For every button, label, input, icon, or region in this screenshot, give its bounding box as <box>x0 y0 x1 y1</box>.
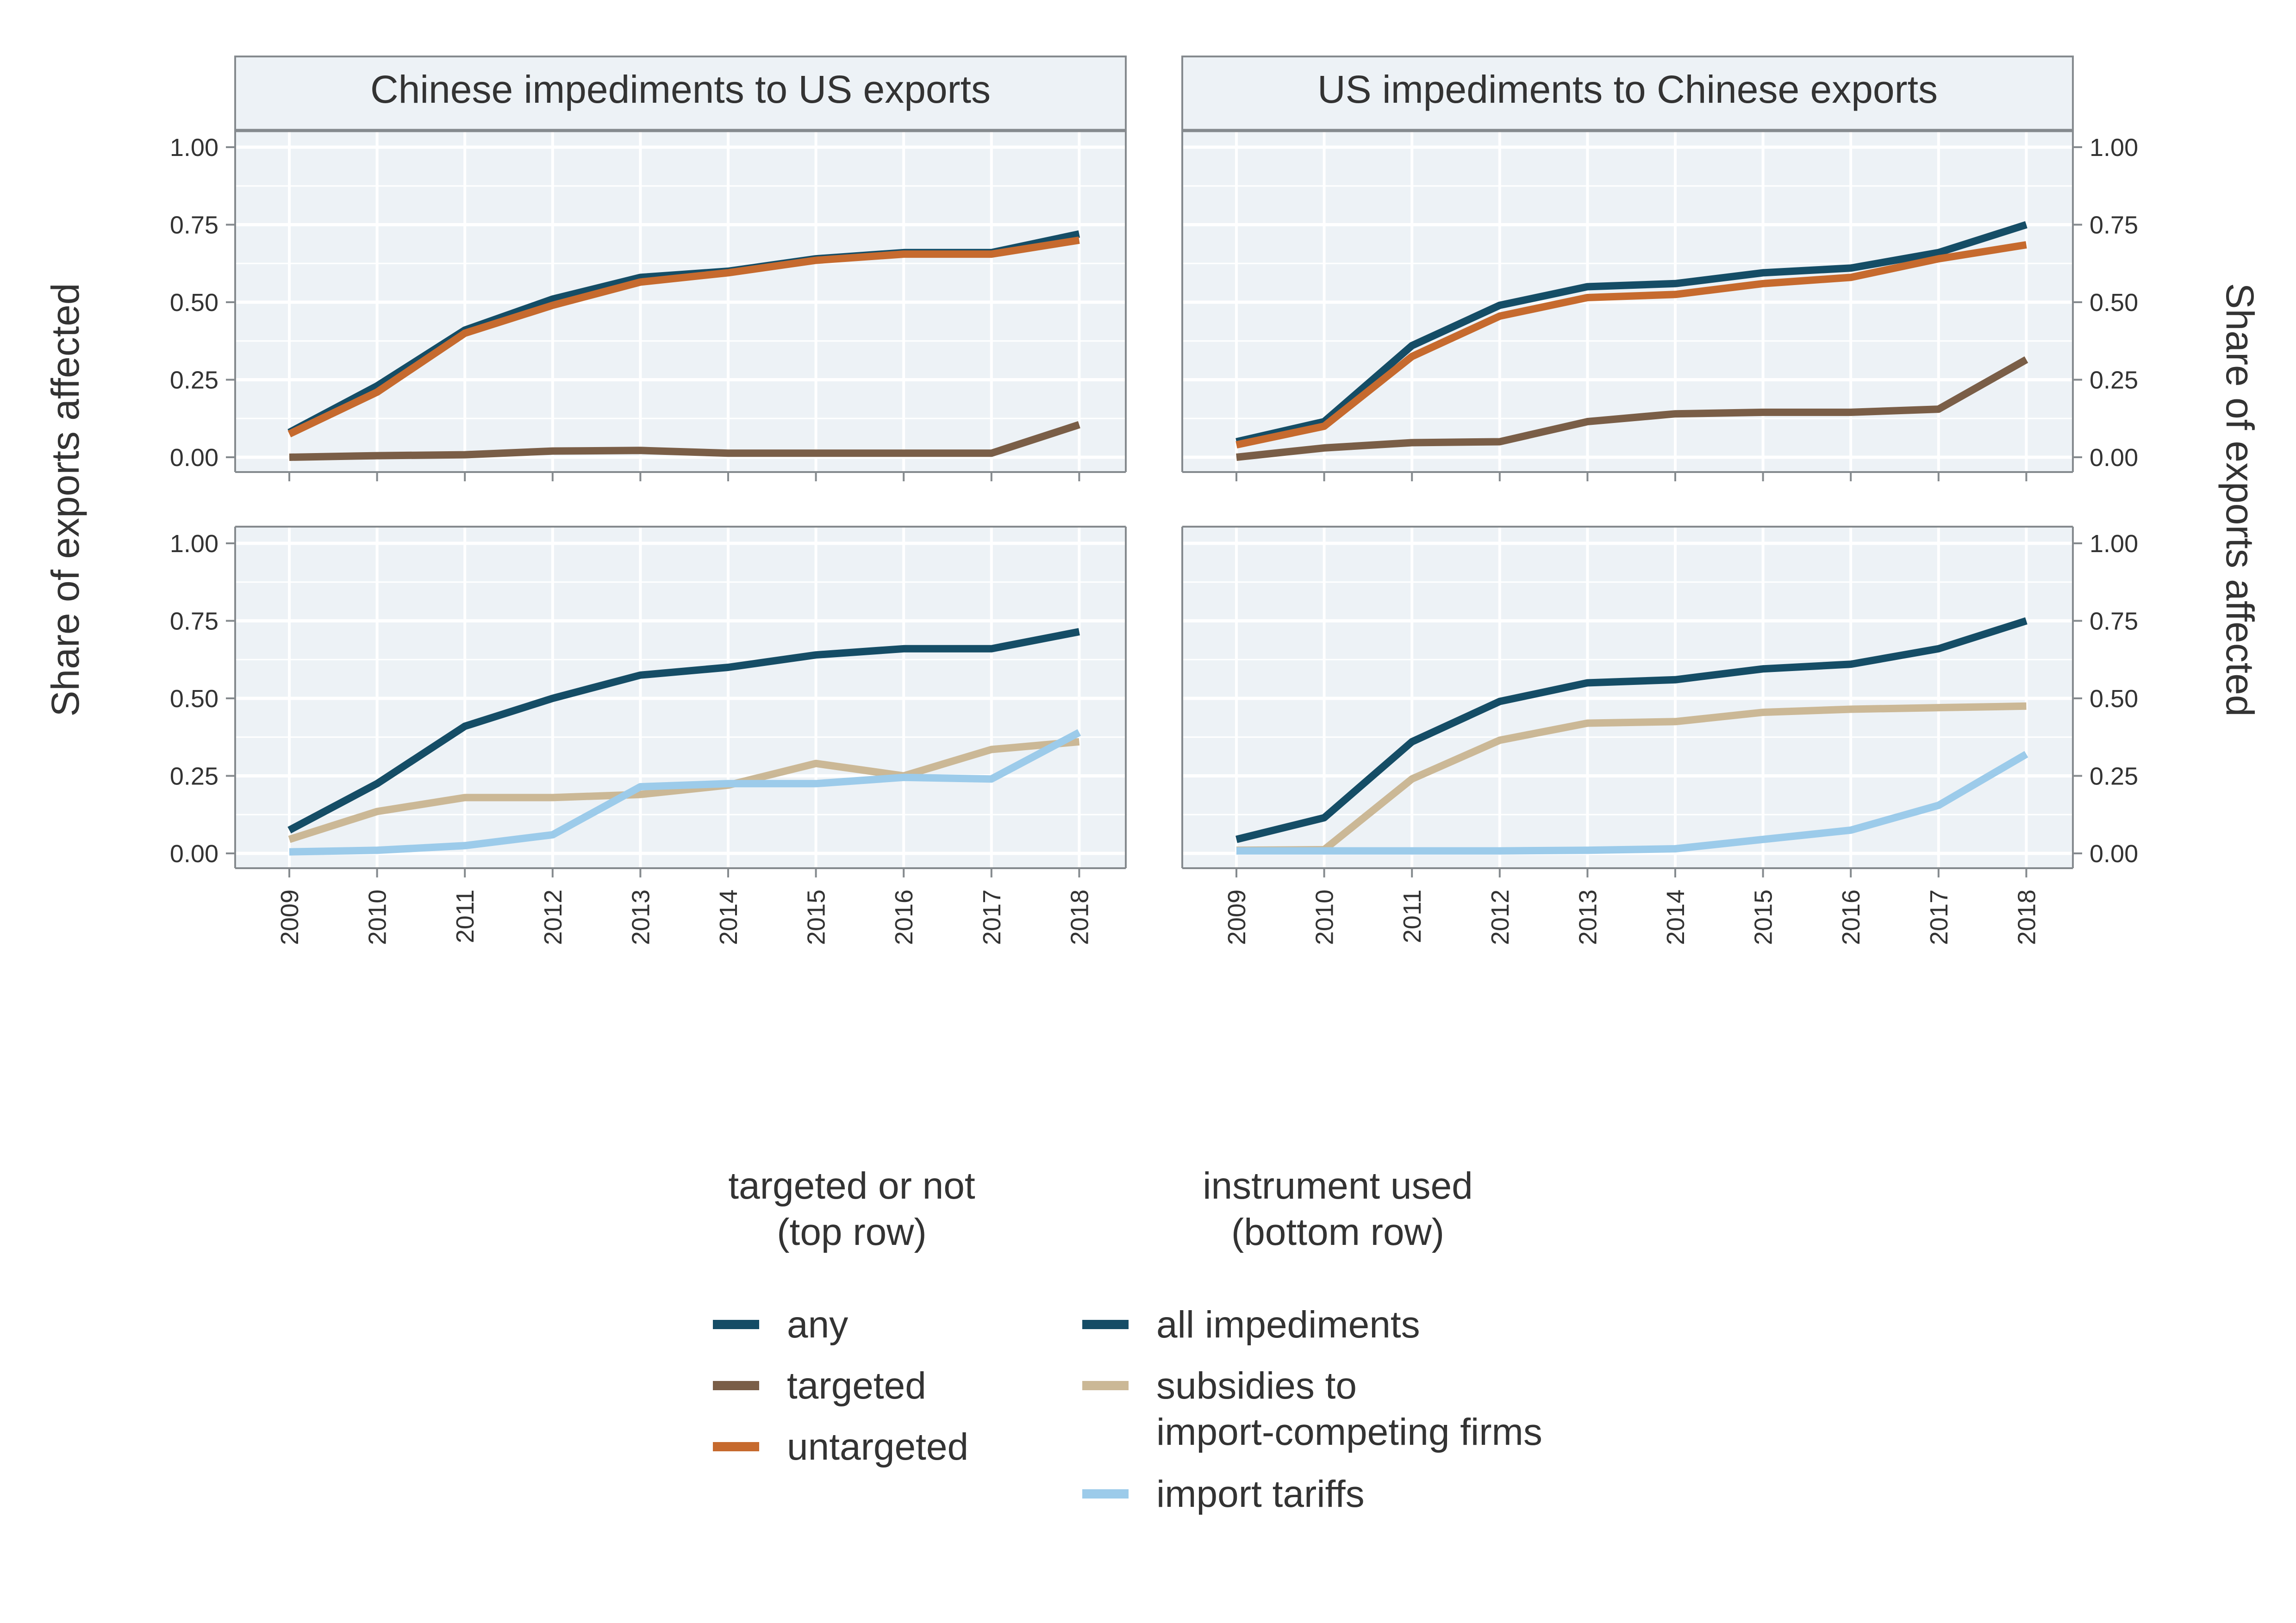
y-axis-title-left: Share of exports affected <box>44 283 87 716</box>
legend-group1-title-line1: targeted or not <box>728 1165 975 1207</box>
series-line-subsidies <box>1236 702 2027 854</box>
y-tick-label: 0.25 <box>170 763 218 790</box>
x-tick-label: 2010 <box>1311 889 1339 945</box>
series-line-subsidies <box>288 738 1080 843</box>
x-tick-label: 2014 <box>715 889 742 945</box>
x-tick-label: 2012 <box>539 889 567 945</box>
series-line-untargeted <box>1235 241 2027 449</box>
series-line-any <box>1235 221 2028 446</box>
panel-1: 0.00 0.25 0.50 0.75 1.00 <box>170 129 1127 481</box>
x-tick-label: 2015 <box>803 889 830 945</box>
series-line-tariffs <box>1236 751 2028 855</box>
legend-label-any: any <box>787 1304 848 1346</box>
x-tick-label: 2012 <box>1486 889 1514 945</box>
x-tick-label: 2009 <box>1223 889 1251 945</box>
panel-3: 0.00 0.25 0.50 0.75 1.00 2009 2010 2011 2012 2013… <box>170 526 1127 945</box>
y-tick-label: 0.50 <box>2090 289 2138 317</box>
y-axis-title-right: Share of exports affected <box>2218 283 2262 716</box>
y-tick-label: 1.00 <box>2090 134 2138 162</box>
x-tick-label: 2011 <box>451 889 479 943</box>
x-tick-label: 2016 <box>890 889 918 945</box>
y-tick-label: 0.75 <box>170 608 218 635</box>
panel-strip-1: Chinese impediments to US exports <box>234 56 1127 131</box>
y-tick-label: 0.50 <box>170 289 218 317</box>
y-tick-label: 0.25 <box>170 367 218 394</box>
y-tick-label: 0.50 <box>2090 685 2138 713</box>
y-tick-label: 1.00 <box>170 134 218 162</box>
x-tick-label: 2017 <box>978 889 1006 945</box>
x-tick-label: 2013 <box>627 889 655 945</box>
legend-items: any targeted untargeted all impediments subs… <box>713 1304 1542 1515</box>
legend-group1-title-line2: (top row) <box>777 1211 927 1253</box>
panel-title: US impediments to Chinese exports <box>1317 68 1938 111</box>
legend-group2-title-line2: (bottom row) <box>1231 1211 1444 1253</box>
x-tick-label: 2010 <box>364 889 392 945</box>
series-line-targeted <box>289 421 1080 461</box>
y-tick-label: 0.75 <box>2090 608 2138 635</box>
legend-label-targeted: targeted <box>787 1365 926 1407</box>
legend-label-2: import-competing firms <box>1156 1411 1542 1453</box>
series-line-untargeted <box>287 236 1080 438</box>
x-tick-label: 2018 <box>1066 889 1093 945</box>
x-tick-label: 2017 <box>1925 889 1953 945</box>
strip-background <box>1181 56 2074 131</box>
x-tick-label: 2011 <box>1398 889 1426 943</box>
series-line-all-impediments <box>287 628 1080 833</box>
y-tick-label: 0.75 <box>2090 211 2138 239</box>
y-tick-label: 0.25 <box>2090 367 2138 394</box>
y-tick-label: 1.00 <box>2090 530 2138 558</box>
x-tick-label: 2013 <box>1574 889 1602 945</box>
x-tick-label: 2018 <box>2013 889 2040 945</box>
y-tick-label: 0.00 <box>2090 444 2138 472</box>
legend-label-3: import tariffs <box>1156 1473 1365 1515</box>
panel-title: Chinese impediments to US exports <box>370 68 991 111</box>
x-tick-label: 2009 <box>276 889 304 945</box>
y-tick-label: 0.75 <box>170 211 218 239</box>
panel-strip-2: US impediments to Chinese exports <box>1181 56 2074 131</box>
panel-2: 0.00 0.25 0.50 0.75 1.00 <box>1181 129 2138 481</box>
y-tick-label: 1.00 <box>170 530 218 558</box>
legend-label-untargeted: untargeted <box>787 1426 968 1468</box>
panel-4: 0.00 0.25 0.50 0.75 1.00 2009 2010 2011 2012 2013… <box>1181 526 2138 945</box>
legend-label-2: subsidies to <box>1156 1365 1357 1407</box>
y-tick-label: 0.00 <box>2090 840 2138 868</box>
x-tick-label: 2015 <box>1750 889 1778 945</box>
legend: targeted or not (top row) instrument use… <box>713 1165 1542 1515</box>
legend-group2-title-line1: instrument used <box>1203 1165 1472 1207</box>
legend-label-1: all impediments <box>1156 1304 1420 1346</box>
y-tick-label: 0.50 <box>170 685 218 713</box>
y-tick-label: 0.25 <box>2090 763 2138 790</box>
x-tick-label: 2014 <box>1662 889 1690 945</box>
series-line-targeted <box>1236 356 2028 461</box>
series-line-all-impediments <box>1235 617 2028 843</box>
y-tick-label: 0.00 <box>170 840 218 868</box>
x-tick-label: 2016 <box>1837 889 1865 945</box>
series-line-tariffs <box>289 729 1081 856</box>
y-tick-label: 0.00 <box>170 444 218 472</box>
